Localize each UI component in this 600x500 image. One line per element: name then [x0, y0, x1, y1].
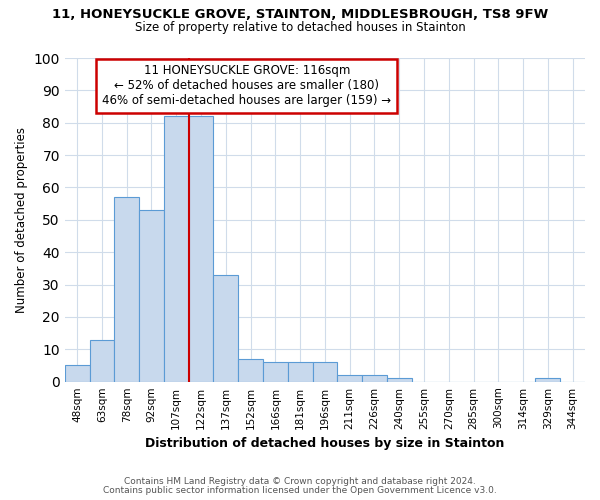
Bar — [362, 375, 387, 382]
Bar — [115, 197, 139, 382]
Y-axis label: Number of detached properties: Number of detached properties — [15, 127, 28, 313]
X-axis label: Distribution of detached houses by size in Stainton: Distribution of detached houses by size … — [145, 437, 505, 450]
Bar — [263, 362, 288, 382]
Text: Contains HM Land Registry data © Crown copyright and database right 2024.: Contains HM Land Registry data © Crown c… — [124, 477, 476, 486]
Text: 11 HONEYSUCKLE GROVE: 116sqm
← 52% of detached houses are smaller (180)
46% of s: 11 HONEYSUCKLE GROVE: 116sqm ← 52% of de… — [103, 64, 391, 108]
Bar — [188, 116, 214, 382]
Bar — [238, 359, 263, 382]
Text: Size of property relative to detached houses in Stainton: Size of property relative to detached ho… — [134, 21, 466, 34]
Bar — [288, 362, 313, 382]
Bar — [65, 366, 89, 382]
Bar — [387, 378, 412, 382]
Bar — [164, 116, 188, 382]
Bar — [313, 362, 337, 382]
Text: 11, HONEYSUCKLE GROVE, STAINTON, MIDDLESBROUGH, TS8 9FW: 11, HONEYSUCKLE GROVE, STAINTON, MIDDLES… — [52, 8, 548, 20]
Bar — [535, 378, 560, 382]
Bar — [139, 210, 164, 382]
Bar — [214, 275, 238, 382]
Bar — [89, 340, 115, 382]
Bar — [337, 375, 362, 382]
Text: Contains public sector information licensed under the Open Government Licence v3: Contains public sector information licen… — [103, 486, 497, 495]
